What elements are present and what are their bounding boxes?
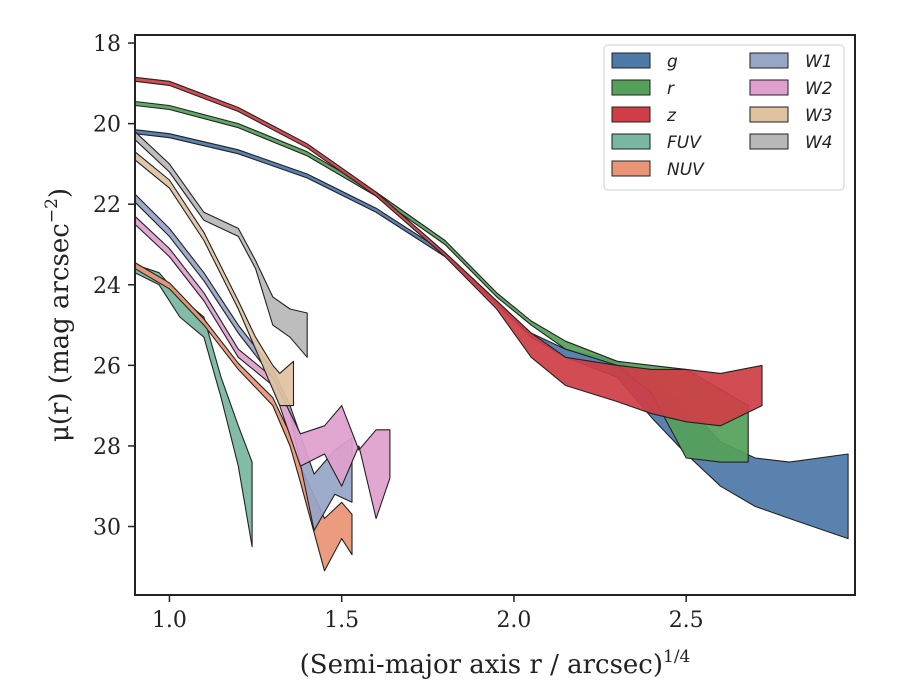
y-axis: 18 20 22 24 26 28 30 [93, 32, 135, 541]
x-axis-label-superscript: 1/4 [663, 647, 690, 667]
legend-label-w2: W2 [805, 79, 833, 99]
legend-swatch-w1 [749, 52, 789, 69]
legend-swatch-r [611, 79, 651, 96]
legend-swatch-z [611, 106, 651, 123]
x-axis-label: (Semi-major axis r / arcsec)1/4 [300, 647, 691, 680]
x-axis: 1.0 1.5 2.0 2.5 [152, 595, 704, 633]
x-tick-label: 2.0 [496, 608, 531, 633]
legend-label-fuv: FUV [667, 133, 702, 153]
series-band-w2 [134, 215, 391, 520]
series-band-r [134, 100, 749, 463]
y-axis-label-text: μ(r) (mag arcsec [45, 223, 75, 442]
legend-swatch-g [611, 52, 651, 69]
legend-label-nuv: NUV [667, 160, 705, 180]
legend: grz FUV NUV W1 W2 W3 W4 [603, 44, 845, 191]
y-axis-label: μ(r) (mag arcsec−2) [42, 188, 75, 442]
plot-frame [134, 34, 856, 596]
y-tick-label: 24 [93, 274, 121, 299]
x-tick-label: 1.0 [152, 608, 187, 633]
x-tick-label: 2.5 [669, 608, 704, 633]
series-band-nuv [134, 262, 353, 572]
legend-label-r: r [667, 79, 675, 99]
legend-swatch-w4 [749, 133, 789, 150]
y-tick-label: 30 [93, 516, 121, 541]
legend-label-w3: W3 [805, 106, 833, 126]
series-band-fuv [134, 264, 253, 548]
y-axis-label-superscript: −2 [42, 198, 62, 223]
y-tick-label: 28 [93, 435, 121, 460]
y-tick-label: 26 [93, 354, 121, 379]
series-band-w4 [134, 131, 308, 358]
legend-swatch-nuv [611, 160, 651, 177]
x-tick-label: 1.5 [324, 608, 359, 633]
legend-label-z: z [666, 106, 677, 126]
y-axis-label-suffix: ) [45, 188, 75, 198]
series-band-z [134, 76, 763, 427]
legend-label-w1: W1 [805, 52, 833, 72]
legend-swatch-fuv [611, 133, 651, 150]
legend-label-g: g [667, 52, 678, 72]
y-tick-label: 20 [93, 113, 121, 138]
x-axis-label-text: (Semi-major axis r / arcsec) [300, 650, 663, 680]
series-band-w3 [134, 151, 295, 407]
legend-swatch-w2 [749, 79, 789, 96]
series-areas [134, 76, 849, 572]
legend-swatch-w3 [749, 106, 789, 123]
y-tick-label: 18 [93, 32, 121, 57]
legend-label-w4: W4 [805, 133, 833, 153]
y-tick-label: 22 [93, 193, 121, 218]
